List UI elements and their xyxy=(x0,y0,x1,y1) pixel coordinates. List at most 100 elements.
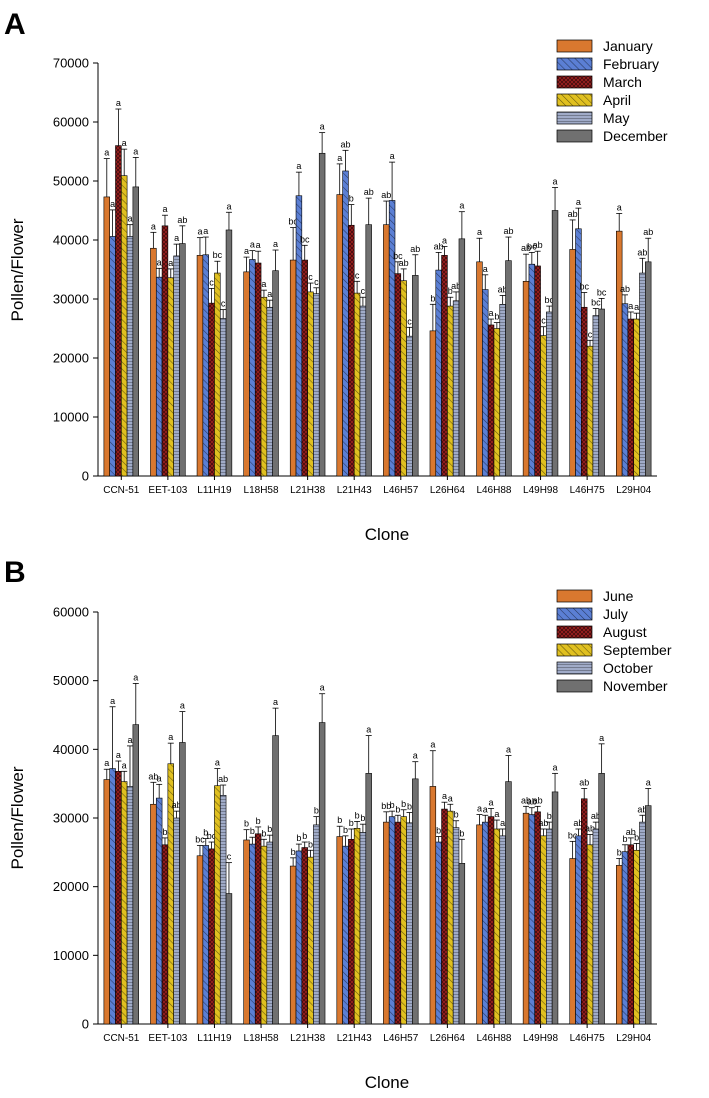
legend-label: February xyxy=(603,56,659,72)
significance-letter: b xyxy=(349,818,354,828)
legend-label: December xyxy=(603,128,668,144)
significance-letter: b xyxy=(430,293,435,303)
significance-letter: bc xyxy=(568,830,578,840)
bar-hatch xyxy=(255,263,262,476)
bar xyxy=(365,224,372,476)
bar-hatch xyxy=(354,293,361,476)
significance-letter: a xyxy=(494,809,499,819)
bar-hatch xyxy=(214,273,221,476)
x-tick-label: CCN-51 xyxy=(103,485,140,496)
x-tick-label: L46H57 xyxy=(383,1033,418,1044)
significance-letter: a xyxy=(151,221,156,231)
significance-letter: ab xyxy=(148,771,158,781)
bar xyxy=(150,804,157,1024)
significance-letter: a xyxy=(489,308,494,318)
bar xyxy=(272,735,279,1024)
significance-letter: b xyxy=(459,828,464,838)
significance-letter: a xyxy=(133,672,138,682)
bar xyxy=(336,194,343,476)
y-tick-label: 50000 xyxy=(53,673,89,688)
y-tick-label: 20000 xyxy=(53,879,89,894)
y-axis-title: Pollen/Flower xyxy=(8,218,27,321)
legend-swatch-hatch xyxy=(557,112,592,124)
bar-hatch xyxy=(528,264,535,476)
significance-letter: b xyxy=(314,806,319,816)
significance-letter: ab xyxy=(568,209,578,219)
significance-letter: a xyxy=(273,239,278,249)
bar xyxy=(290,866,297,1024)
bar xyxy=(598,773,605,1024)
significance-letter: b xyxy=(296,833,301,843)
bar xyxy=(290,260,297,476)
significance-letter: ab xyxy=(573,818,583,828)
x-tick-label: CCN-51 xyxy=(103,1033,140,1044)
bar xyxy=(132,186,139,476)
x-tick-label: L21H43 xyxy=(337,485,372,496)
legend-swatch-hatch xyxy=(557,644,592,656)
bar-hatch xyxy=(261,297,267,476)
significance-letter: ab xyxy=(177,215,187,225)
significance-letter: ab xyxy=(498,284,508,294)
significance-letter: c xyxy=(227,852,232,862)
bar xyxy=(616,865,623,1024)
significance-letter: a xyxy=(576,197,581,207)
significance-letter: a xyxy=(628,301,633,311)
bar-hatch xyxy=(499,835,506,1024)
significance-letter: a xyxy=(267,289,272,299)
significance-letter: a xyxy=(203,226,208,236)
significance-letter: a xyxy=(320,683,325,693)
bar-hatch xyxy=(394,822,401,1024)
bar-hatch xyxy=(360,306,366,476)
legend-swatch-hatch xyxy=(557,94,592,106)
significance-letter: a xyxy=(116,750,121,760)
bar xyxy=(319,153,326,476)
significance-letter: a xyxy=(477,227,482,237)
significance-letter: a xyxy=(116,98,121,108)
bar xyxy=(569,249,576,476)
significance-letter: a xyxy=(133,146,138,156)
bar xyxy=(476,261,483,476)
x-tick-label: L46H88 xyxy=(476,1033,511,1044)
legend-label: March xyxy=(603,74,642,90)
bar-hatch xyxy=(220,318,227,476)
legend-label: January xyxy=(603,38,653,54)
significance-letter: bc xyxy=(597,287,607,297)
bar xyxy=(552,210,558,476)
legend-swatch-outline xyxy=(556,679,593,693)
plot-area: 0 10000 20000 30000 40000 50000 60000 CCN-51 EET… xyxy=(53,588,672,1044)
x-tick-label: L49H98 xyxy=(523,485,558,496)
significance-letter: a xyxy=(104,148,109,158)
significance-letter: b xyxy=(203,828,208,838)
significance-letter: a xyxy=(244,246,249,256)
x-tick-label: L49H98 xyxy=(523,1033,558,1044)
significance-letter: bc xyxy=(544,295,554,305)
significance-letter: b xyxy=(436,826,441,836)
significance-letter: a xyxy=(110,696,115,706)
bar-hatch xyxy=(127,786,133,1024)
y-tick-label: 0 xyxy=(82,469,89,484)
x-tick-label: L26H64 xyxy=(430,1033,465,1044)
bar xyxy=(616,231,623,476)
bar xyxy=(569,858,576,1024)
significance-letter: ab xyxy=(410,244,420,254)
significance-letter: b xyxy=(349,194,354,204)
significance-letter: b xyxy=(256,816,261,826)
x-tick-label: L46H57 xyxy=(383,485,418,496)
bar xyxy=(179,742,186,1024)
bar-hatch xyxy=(400,816,407,1024)
significance-letter: b xyxy=(395,804,400,814)
significance-letter: ab xyxy=(637,804,647,814)
y-tick-label: 20000 xyxy=(53,351,89,366)
significance-letter: a xyxy=(459,201,464,211)
x-tick-label: L11H19 xyxy=(197,485,232,496)
legend-swatch-hatch xyxy=(557,662,592,674)
significance-letter: a xyxy=(390,151,395,161)
significance-letter: a xyxy=(337,153,342,163)
bar-hatch xyxy=(546,311,553,476)
significance-letter: c xyxy=(209,277,214,287)
significance-letter: a xyxy=(250,240,255,250)
significance-letter: bc xyxy=(213,250,223,260)
x-tick-label: EET-103 xyxy=(148,485,187,496)
significance-letter: a xyxy=(110,199,115,209)
legend-swatch-hatch xyxy=(557,608,592,620)
